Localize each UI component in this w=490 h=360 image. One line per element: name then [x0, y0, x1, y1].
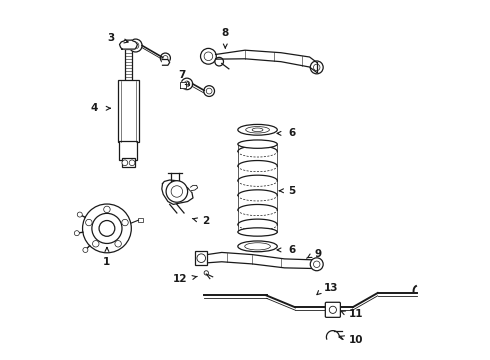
Circle shape — [204, 52, 213, 60]
Circle shape — [314, 64, 320, 71]
Circle shape — [204, 86, 215, 96]
Polygon shape — [202, 252, 317, 269]
Text: 12: 12 — [173, 274, 188, 284]
Circle shape — [83, 247, 88, 252]
Ellipse shape — [238, 241, 277, 252]
Text: 9: 9 — [315, 248, 322, 258]
Text: 4: 4 — [91, 103, 98, 113]
Bar — [138, 218, 143, 222]
Circle shape — [129, 39, 142, 52]
Circle shape — [200, 48, 216, 64]
Polygon shape — [163, 59, 170, 65]
Ellipse shape — [238, 140, 277, 148]
Ellipse shape — [238, 228, 277, 236]
Polygon shape — [180, 82, 186, 88]
Circle shape — [92, 213, 122, 243]
Ellipse shape — [245, 243, 270, 250]
Text: 3: 3 — [107, 33, 114, 43]
Circle shape — [310, 61, 323, 74]
Circle shape — [93, 240, 99, 247]
Circle shape — [122, 219, 128, 226]
Circle shape — [104, 206, 110, 213]
Text: 13: 13 — [324, 283, 339, 293]
Ellipse shape — [245, 127, 270, 133]
Bar — [122, 158, 135, 167]
Circle shape — [215, 57, 223, 66]
Ellipse shape — [252, 128, 263, 132]
FancyBboxPatch shape — [125, 49, 132, 81]
Circle shape — [122, 160, 128, 166]
Circle shape — [77, 212, 82, 217]
Text: 6: 6 — [288, 245, 295, 255]
Text: 5: 5 — [288, 186, 295, 196]
Circle shape — [204, 271, 208, 275]
Polygon shape — [191, 185, 197, 191]
Circle shape — [197, 254, 205, 262]
Text: 2: 2 — [202, 216, 209, 226]
Circle shape — [74, 231, 79, 236]
Circle shape — [86, 219, 92, 226]
Circle shape — [115, 240, 122, 247]
Ellipse shape — [238, 125, 277, 135]
Text: 11: 11 — [349, 310, 364, 319]
Circle shape — [99, 221, 115, 236]
Polygon shape — [120, 40, 137, 49]
Circle shape — [310, 258, 323, 271]
Circle shape — [206, 88, 212, 94]
FancyBboxPatch shape — [325, 302, 341, 318]
Circle shape — [314, 261, 320, 267]
Circle shape — [160, 53, 171, 63]
Text: 8: 8 — [221, 28, 229, 39]
Bar — [118, 80, 139, 142]
Circle shape — [129, 160, 135, 166]
Text: 10: 10 — [349, 334, 364, 345]
Circle shape — [181, 78, 193, 90]
Circle shape — [163, 55, 168, 60]
Circle shape — [132, 42, 139, 49]
Polygon shape — [162, 180, 193, 204]
Circle shape — [184, 81, 190, 87]
Bar — [195, 251, 207, 265]
Text: 6: 6 — [288, 129, 295, 138]
Circle shape — [82, 204, 131, 253]
Circle shape — [329, 306, 337, 314]
Circle shape — [166, 181, 188, 202]
Text: 1: 1 — [103, 257, 111, 267]
Text: 7: 7 — [178, 69, 186, 80]
Bar — [120, 140, 137, 160]
